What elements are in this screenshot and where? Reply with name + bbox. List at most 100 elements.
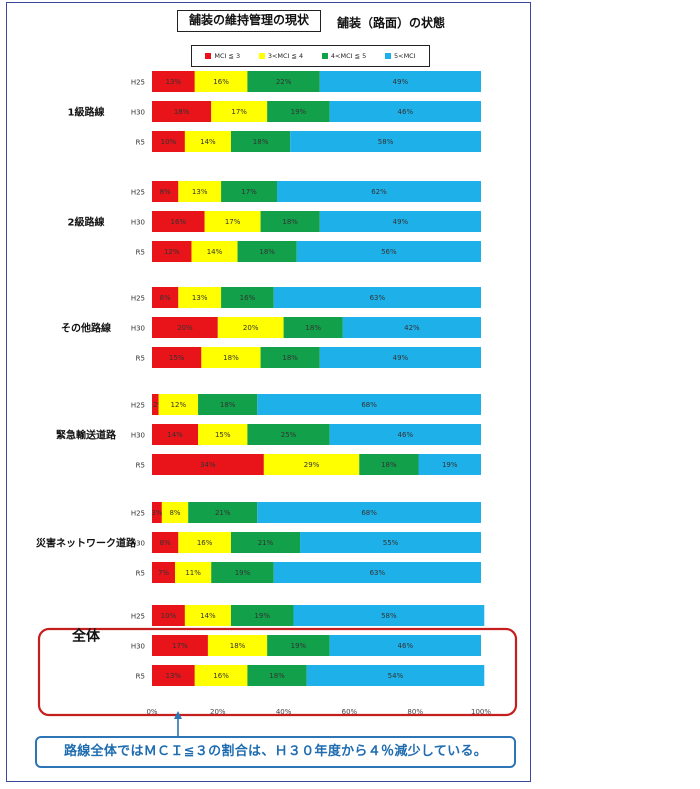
data-label: 16% [171,218,187,226]
data-label: 46% [398,642,414,650]
data-label: 49% [393,354,409,362]
data-label: 20% [243,324,259,332]
group-label: その他路線 [61,322,111,335]
bar-segment [211,562,274,583]
legend: MCI ≦ 3 3<MCI ≦ 4 4<MCI ≦ 5 5<MCI [191,45,430,67]
bar-segment [152,71,195,92]
bar-label: H30 [131,325,145,333]
bar-segment [201,347,261,368]
bar-segment [230,131,291,152]
data-label: 17% [231,108,247,116]
data-label: 14% [167,431,183,439]
data-label: 18% [282,218,298,226]
data-label: 46% [398,108,414,116]
legend-swatch-mci-3-4 [258,53,265,59]
legend-item-mci-3-4: 3<MCI ≦ 4 [258,52,303,60]
data-label: 18% [223,354,239,362]
bar-segment [152,211,205,232]
bar-segment [273,287,481,308]
x-tick-label: 80% [407,708,423,716]
bar-segment [221,181,278,202]
bar-segment [152,131,185,152]
data-label: 18% [381,461,397,469]
data-label: 3% [151,509,162,517]
x-tick-label: 60% [342,708,358,716]
bar-label: H30 [131,540,145,548]
bar-label: R5 [136,355,145,363]
bar-segment [329,101,481,122]
data-label: 10% [161,612,177,620]
data-label: 29% [304,461,320,469]
bar-segment [418,454,481,475]
callout-arrow-head [174,711,182,719]
bar-segment [293,605,485,626]
data-label: 18% [253,138,269,146]
bar-segment [211,101,268,122]
bar-segment [152,665,195,686]
data-label: 18% [282,354,298,362]
bar-segment [178,532,231,553]
x-tick-label: 20% [210,708,226,716]
bar-segment [152,181,179,202]
bar-segment [257,394,481,415]
bar-segment [300,532,481,553]
bar-segment [319,347,481,368]
data-label: 16% [197,539,213,547]
bar-segment [198,424,248,445]
bar-segment [152,532,179,553]
data-label: 13% [166,78,182,86]
data-label: 21% [215,509,231,517]
legend-item-mci-4-5: 4<MCI ≦ 5 [321,52,367,60]
data-label: 10% [161,138,177,146]
data-label: 13% [166,672,182,680]
data-label: 17% [172,642,188,650]
data-label: 25% [281,431,297,439]
bar-segment [273,562,481,583]
bar-segment [152,241,192,262]
group-label: 災害ネットワーク道路 [35,537,137,550]
data-label: 63% [370,569,386,577]
bar-segment [207,635,268,656]
data-label: 55% [383,539,399,547]
bar-segment [152,502,162,523]
data-label: 12% [164,248,180,256]
data-label: 14% [200,612,216,620]
bar-segment [188,502,258,523]
legend-label: MCI ≦ 3 [214,52,241,60]
bar-segment [237,241,297,262]
bar-segment [198,394,258,415]
data-label: 62% [371,188,387,196]
bar-segment [158,394,199,415]
x-tick-label: 100% [471,708,491,716]
bar-segment [296,241,481,262]
bar-segment [267,635,330,656]
bar-label: H30 [131,643,145,651]
bar-segment [260,211,320,232]
chart-title: 舗装の維持管理の現状 [177,10,321,32]
bar-segment [277,181,481,202]
data-label: 49% [393,78,409,86]
data-label: 19% [442,461,458,469]
data-label: 14% [207,248,223,256]
data-label: 7% [158,569,169,577]
bar-segment [319,71,481,92]
bar-label: H25 [131,189,145,197]
legend-label: 4<MCI ≦ 5 [330,52,367,60]
data-label: 22% [276,78,292,86]
data-label: 14% [200,138,216,146]
bar-segment [152,635,208,656]
bar-segment [152,424,199,445]
bar-segment [178,287,222,308]
legend-item-mci-gt-5: 5<MCI [384,52,416,60]
bar-label: H25 [131,613,145,621]
data-label: 18% [230,642,246,650]
data-label: 68% [361,509,377,517]
bar-segment [184,605,231,626]
x-tick-label: 40% [276,708,292,716]
bar-segment [161,502,189,523]
data-label: 18% [305,324,321,332]
group-label: 全体 [71,628,101,645]
bar-label: H30 [131,432,145,440]
data-label: 15% [215,431,231,439]
data-label: 13% [192,294,208,302]
